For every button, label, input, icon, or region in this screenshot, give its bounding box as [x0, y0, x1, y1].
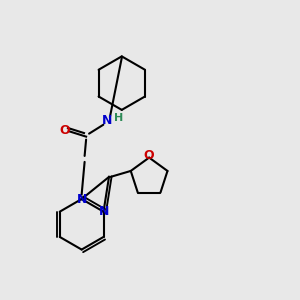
Text: O: O: [144, 149, 154, 162]
Text: N: N: [102, 114, 112, 127]
Text: O: O: [59, 124, 70, 136]
Text: N: N: [77, 193, 87, 206]
Text: H: H: [114, 113, 123, 123]
Text: N: N: [99, 205, 109, 218]
